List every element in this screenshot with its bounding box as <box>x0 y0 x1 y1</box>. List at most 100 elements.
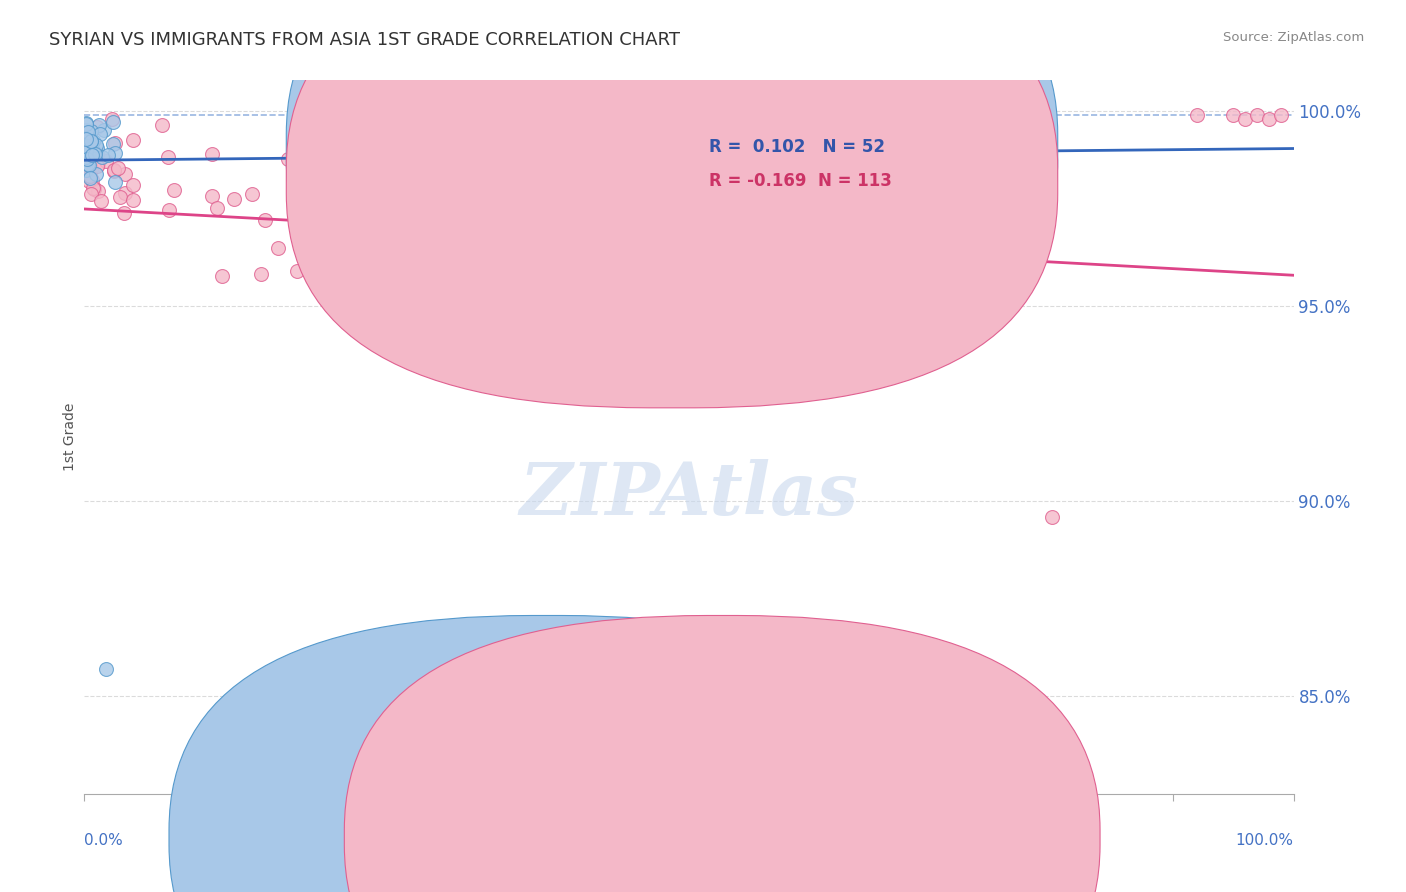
Point <box>107 161 129 175</box>
Point <box>96 153 118 168</box>
Point <box>157 202 180 217</box>
Point <box>1270 108 1292 122</box>
Text: R = -0.169  N = 113: R = -0.169 N = 113 <box>710 172 893 190</box>
FancyBboxPatch shape <box>628 120 962 209</box>
Point <box>240 187 263 202</box>
Point <box>301 264 323 278</box>
Text: Source: ZipAtlas.com: Source: ZipAtlas.com <box>1223 31 1364 45</box>
Point <box>83 182 105 196</box>
FancyBboxPatch shape <box>287 0 1057 408</box>
Point <box>643 288 665 302</box>
Point <box>509 279 531 293</box>
Point <box>104 175 127 189</box>
Point <box>1246 108 1268 122</box>
Point <box>675 229 697 244</box>
Point <box>315 195 337 210</box>
Point <box>277 152 299 166</box>
Point <box>86 120 108 135</box>
Point <box>114 167 136 181</box>
Point <box>717 206 740 220</box>
Point <box>200 189 222 203</box>
Point <box>371 170 394 185</box>
Point <box>349 205 371 219</box>
Point <box>515 225 537 239</box>
Text: 0.0%: 0.0% <box>84 833 124 848</box>
Point <box>683 276 706 290</box>
Point <box>413 182 436 196</box>
Point <box>1185 108 1208 122</box>
Point <box>86 141 108 155</box>
Point <box>267 241 290 255</box>
Point <box>77 128 100 142</box>
Point <box>76 153 98 167</box>
Point <box>86 160 108 174</box>
Point <box>75 123 97 137</box>
Point <box>75 116 97 130</box>
Text: Immigrants from Asia: Immigrants from Asia <box>745 837 911 852</box>
Point <box>75 115 97 129</box>
Point <box>80 141 103 155</box>
Point <box>152 118 174 132</box>
Point <box>673 287 696 301</box>
Point <box>554 295 576 310</box>
Point <box>467 164 489 178</box>
Point <box>641 279 664 293</box>
Point <box>80 186 103 201</box>
Point <box>519 319 541 334</box>
Point <box>75 152 97 166</box>
Point <box>249 267 271 281</box>
Point <box>321 244 343 259</box>
Point <box>75 151 97 165</box>
Point <box>82 134 104 148</box>
Point <box>75 143 97 157</box>
Point <box>79 135 101 149</box>
Point <box>335 224 357 238</box>
Point <box>86 184 108 198</box>
Point <box>75 135 97 149</box>
Point <box>502 293 524 307</box>
Point <box>104 145 127 160</box>
Point <box>205 202 228 216</box>
Text: Syrians: Syrians <box>571 837 627 852</box>
Point <box>672 254 695 268</box>
Point <box>89 119 111 133</box>
Point <box>77 158 100 172</box>
Point <box>709 186 731 201</box>
Point <box>76 130 98 145</box>
Point <box>112 206 135 220</box>
Point <box>560 221 582 235</box>
Point <box>76 161 98 175</box>
Point <box>82 145 104 159</box>
Point <box>121 193 143 207</box>
Point <box>75 162 97 177</box>
Point <box>503 151 526 165</box>
Point <box>75 131 97 145</box>
Point <box>692 337 714 351</box>
Point <box>449 163 471 178</box>
Point <box>83 147 105 161</box>
Point <box>80 148 103 162</box>
Point <box>101 115 124 129</box>
Point <box>510 256 533 270</box>
Point <box>496 112 519 127</box>
Point <box>1258 112 1281 127</box>
Point <box>103 163 125 178</box>
Point <box>104 136 127 150</box>
Point <box>97 147 120 161</box>
Point <box>90 150 112 164</box>
Point <box>201 147 224 161</box>
Point <box>84 167 107 181</box>
Point <box>80 124 103 138</box>
Point <box>101 112 124 127</box>
Point <box>76 157 98 171</box>
Point <box>103 136 125 151</box>
Point <box>76 148 98 162</box>
Point <box>211 268 233 283</box>
Point <box>1222 108 1244 122</box>
Point <box>76 138 98 153</box>
Point <box>76 152 98 166</box>
Point <box>82 134 104 148</box>
Point <box>90 194 112 209</box>
Point <box>669 232 692 246</box>
Point <box>80 173 103 187</box>
